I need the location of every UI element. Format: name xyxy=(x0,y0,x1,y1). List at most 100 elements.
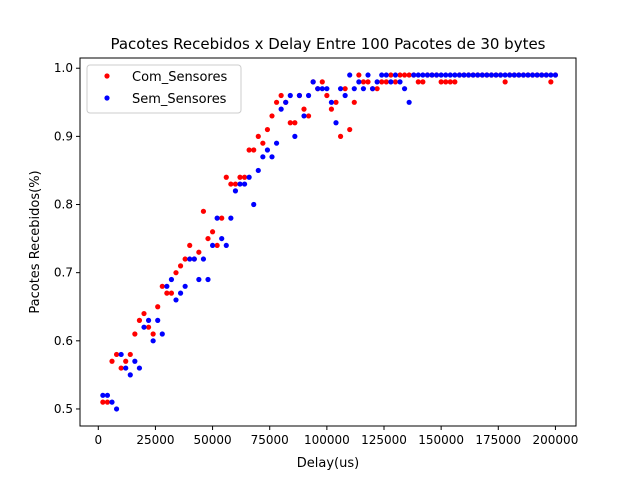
data-point xyxy=(315,86,321,92)
data-point xyxy=(200,208,207,214)
data-point xyxy=(429,72,435,78)
data-point xyxy=(113,351,120,358)
data-point xyxy=(132,358,138,364)
data-point xyxy=(516,72,522,78)
x-axis-label: Delay(us) xyxy=(297,456,359,471)
data-point xyxy=(324,86,330,92)
data-point xyxy=(145,324,152,330)
data-point xyxy=(351,86,357,92)
data-point xyxy=(136,365,143,371)
data-point xyxy=(132,331,138,337)
data-point xyxy=(328,106,335,112)
data-point xyxy=(214,242,220,249)
data-point xyxy=(278,106,284,112)
data-point xyxy=(347,72,353,78)
data-point xyxy=(360,79,367,85)
data-point xyxy=(438,79,444,85)
data-point xyxy=(187,256,193,262)
data-point xyxy=(205,235,211,242)
data-point xyxy=(433,72,440,78)
data-point xyxy=(470,72,476,78)
x-tick-label: 125000 xyxy=(361,433,407,447)
data-point xyxy=(241,174,248,180)
data-point xyxy=(273,99,280,105)
data-point xyxy=(337,133,344,139)
data-point xyxy=(301,106,307,112)
axis-ticks: 0 25000 50000 75000 100000 125000 150000 175000… xyxy=(54,61,578,447)
data-point xyxy=(209,229,216,235)
data-point xyxy=(196,276,202,283)
data-point xyxy=(168,290,175,296)
data-point xyxy=(123,365,129,371)
data-point xyxy=(118,351,124,358)
data-point xyxy=(269,113,275,119)
data-point xyxy=(484,72,490,78)
data-point xyxy=(447,72,453,78)
data-point xyxy=(251,201,257,208)
x-tick-label: 75000 xyxy=(251,433,289,447)
data-point xyxy=(209,242,216,249)
data-point xyxy=(305,113,312,119)
data-point xyxy=(109,358,115,364)
data-point xyxy=(177,263,184,269)
data-point xyxy=(342,92,348,99)
data-point xyxy=(333,99,339,105)
data-point xyxy=(507,72,513,78)
data-point xyxy=(301,113,307,119)
data-point xyxy=(159,283,165,289)
y-tick-label: 0.7 xyxy=(54,266,73,280)
data-point xyxy=(356,72,362,78)
y-tick-label: 0.5 xyxy=(54,402,73,416)
data-point xyxy=(104,399,111,405)
y-tick-label: 0.6 xyxy=(54,334,73,348)
data-point xyxy=(173,270,179,276)
series-sem-sensores xyxy=(100,72,559,412)
chart-title: Pacotes Recebidos x Delay Entre 100 Paco… xyxy=(110,35,545,53)
data-point xyxy=(406,99,412,105)
data-point xyxy=(447,79,453,85)
legend: Com_Sensores Sem_Sensores xyxy=(86,64,242,114)
x-tick-label: 50000 xyxy=(193,433,231,447)
data-point xyxy=(365,79,371,85)
data-point xyxy=(401,72,408,78)
data-point xyxy=(260,140,266,146)
data-point xyxy=(241,181,248,187)
data-point xyxy=(452,79,458,85)
data-point xyxy=(264,126,271,133)
data-point xyxy=(328,99,335,105)
data-point xyxy=(324,92,330,99)
data-point xyxy=(255,167,261,174)
data-point xyxy=(475,72,481,78)
data-point xyxy=(379,79,385,85)
data-point xyxy=(374,79,380,85)
data-point xyxy=(511,72,517,78)
data-point xyxy=(397,72,403,78)
data-point xyxy=(182,283,188,289)
data-point xyxy=(127,351,133,358)
data-point xyxy=(118,365,124,371)
data-point xyxy=(415,72,421,78)
data-point xyxy=(223,242,229,249)
data-point xyxy=(310,79,316,85)
data-point xyxy=(415,79,421,85)
x-tick-label: 150000 xyxy=(418,433,464,447)
data-point xyxy=(246,174,252,180)
data-point xyxy=(296,92,303,99)
data-point xyxy=(392,79,399,85)
data-point xyxy=(337,86,344,92)
y-tick-label: 1.0 xyxy=(54,61,73,75)
data-point xyxy=(360,86,367,92)
data-point xyxy=(452,72,458,78)
data-point xyxy=(383,72,389,78)
x-tick-label: 200000 xyxy=(533,433,579,447)
data-point xyxy=(191,256,197,262)
y-axis-label: Pacotes Recebidos(%) xyxy=(28,170,43,313)
data-point xyxy=(113,406,120,412)
data-point xyxy=(529,72,536,78)
data-point xyxy=(424,72,431,78)
data-point xyxy=(214,215,220,221)
data-point xyxy=(219,215,225,221)
data-point xyxy=(278,92,284,99)
data-point xyxy=(232,181,239,187)
y-tick-label: 0.9 xyxy=(54,129,73,143)
